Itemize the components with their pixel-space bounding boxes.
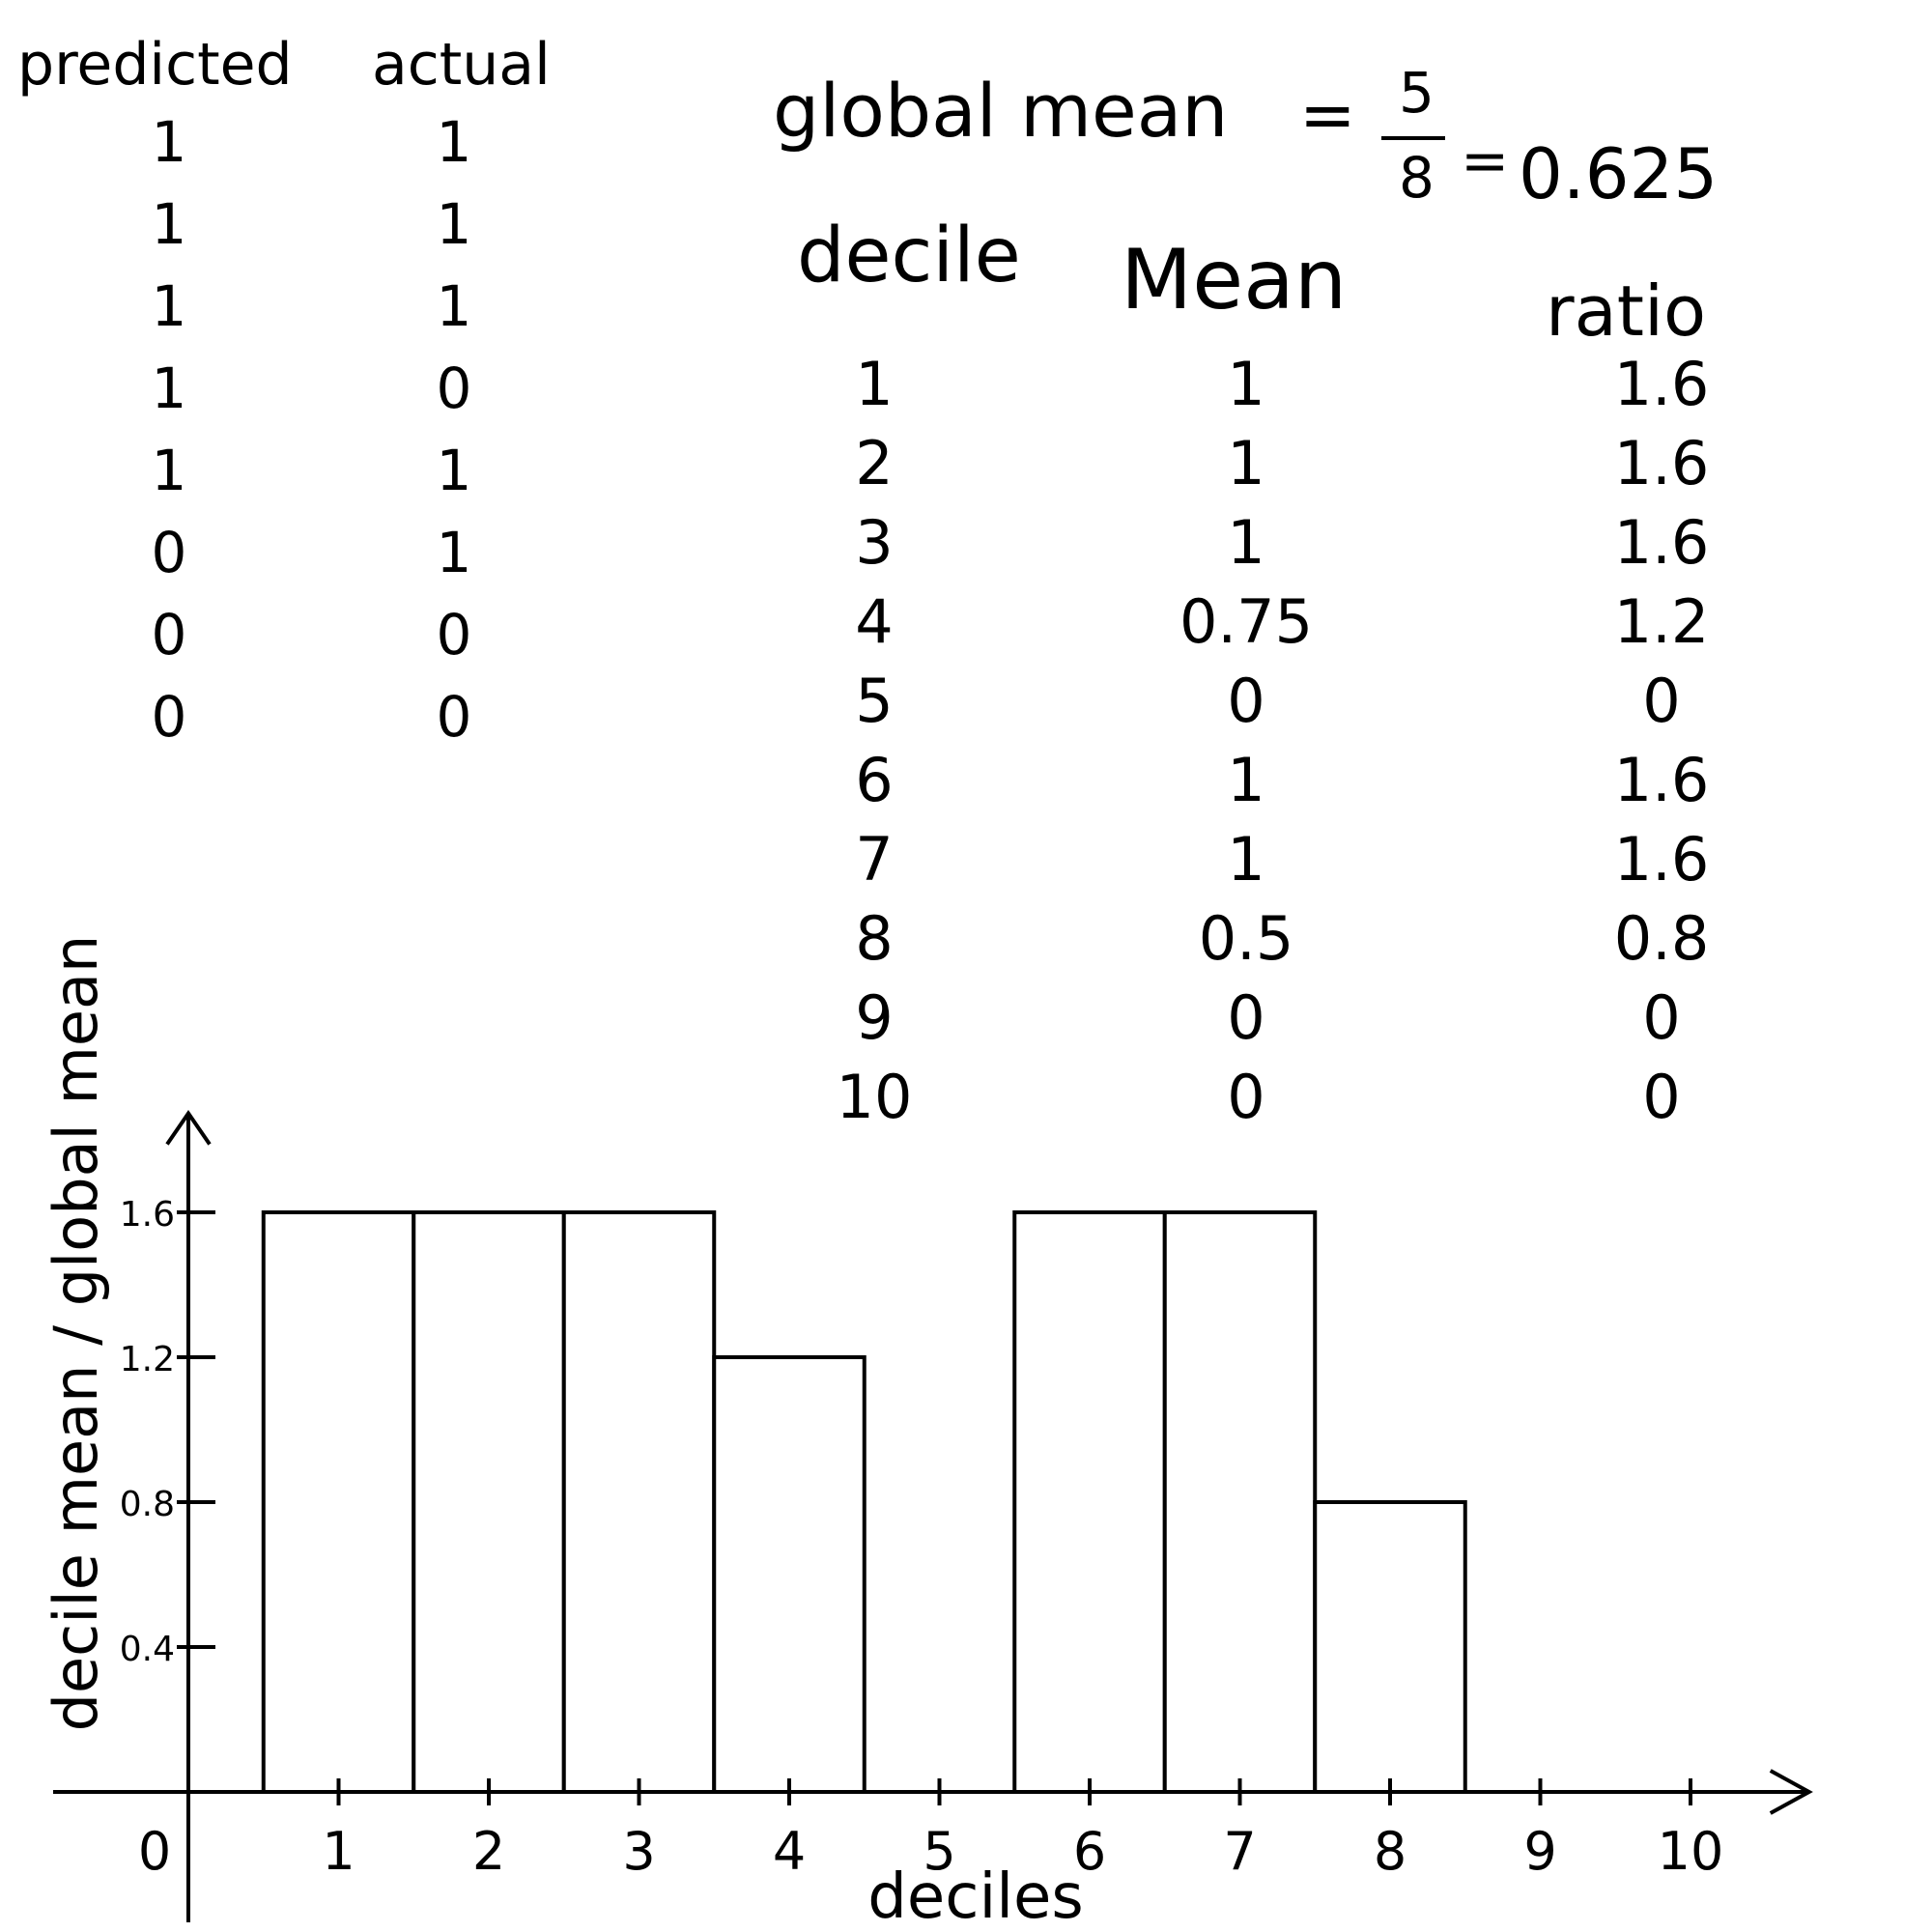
ratio-value: 1.6 bbox=[1613, 824, 1710, 895]
y-tick-label-0.8: 0.8 bbox=[120, 1485, 175, 1524]
decile-value: 3 bbox=[855, 507, 894, 578]
y-tick-label-0.4: 0.4 bbox=[120, 1630, 175, 1669]
bar-decile-6 bbox=[1012, 1210, 1167, 1794]
predicted-value: 1 bbox=[151, 273, 187, 339]
x-tick-label-3: 3 bbox=[622, 1821, 655, 1882]
predicted-value: 1 bbox=[151, 438, 187, 503]
mean-value: 1 bbox=[1227, 745, 1265, 815]
ticks-group: 0 1 2 3 4 5 6 7 8 9 10 0.4 0.8 1.2 1.6 bbox=[120, 1195, 1724, 1882]
header-decile: decile bbox=[797, 213, 1021, 299]
actual-value: 1 bbox=[436, 273, 472, 339]
decile-value: 10 bbox=[836, 1062, 913, 1132]
bars-group bbox=[261, 1210, 1467, 1794]
predicted-value: 0 bbox=[151, 602, 187, 668]
x-axis-arrowhead bbox=[1769, 1769, 1813, 1815]
mean-value: 0 bbox=[1227, 982, 1265, 1053]
mean-value: 1 bbox=[1227, 507, 1265, 578]
actual-value: 0 bbox=[436, 602, 472, 668]
bar-decile-1 bbox=[261, 1210, 416, 1794]
actual-value: 0 bbox=[436, 355, 472, 421]
x-tick-label-10: 10 bbox=[1658, 1821, 1724, 1882]
ratio-value: 0 bbox=[1642, 666, 1681, 736]
ratio-value: 1.6 bbox=[1613, 428, 1710, 498]
predicted-value: 1 bbox=[151, 191, 187, 257]
actual-value: 1 bbox=[436, 520, 472, 585]
decile-value: 7 bbox=[855, 824, 894, 895]
header-actual: actual bbox=[372, 31, 551, 99]
actual-value: 1 bbox=[436, 438, 472, 503]
ratio-value: 1.2 bbox=[1613, 586, 1710, 657]
x-tick-label-4: 4 bbox=[773, 1821, 806, 1882]
ratio-value: 1.6 bbox=[1613, 507, 1710, 578]
predicted-value: 0 bbox=[151, 520, 187, 585]
mean-value: 0.5 bbox=[1198, 903, 1294, 974]
y-tick-label-1.6: 1.6 bbox=[120, 1195, 175, 1235]
mean-value: 1 bbox=[1227, 824, 1265, 895]
ratio-column: 1.6 1.6 1.6 1.2 0 1.6 1.6 0.8 0 0 bbox=[1584, 345, 1739, 1137]
mean-value: 0 bbox=[1227, 1062, 1265, 1132]
actual-value: 1 bbox=[436, 109, 472, 175]
decile-value: 5 bbox=[855, 666, 894, 736]
bar-decile-8 bbox=[1313, 1500, 1467, 1794]
mean-value: 1 bbox=[1227, 428, 1265, 498]
bar-decile-7 bbox=[1162, 1210, 1318, 1794]
decile-value: 6 bbox=[855, 745, 894, 815]
ratio-value: 0.8 bbox=[1613, 903, 1710, 974]
predicted-column: 1 1 1 1 1 0 0 0 bbox=[140, 101, 198, 758]
ratio-value: 0 bbox=[1642, 982, 1681, 1053]
predicted-value: 1 bbox=[151, 109, 187, 175]
x-tick-label-9: 9 bbox=[1523, 1821, 1556, 1882]
header-mean: Mean bbox=[1121, 232, 1348, 328]
x-tick-label-6: 6 bbox=[1073, 1821, 1106, 1882]
fraction-denominator: 8 bbox=[1399, 145, 1435, 211]
actual-value: 1 bbox=[436, 191, 472, 257]
fraction-bar bbox=[1381, 136, 1445, 140]
x-tick-label-8: 8 bbox=[1374, 1821, 1406, 1882]
predicted-value: 1 bbox=[151, 355, 187, 421]
x-tick-label-5: 5 bbox=[923, 1821, 955, 1882]
decile-value: 8 bbox=[855, 903, 894, 974]
y-tick-label-1.2: 1.2 bbox=[120, 1340, 175, 1379]
x-tick-label-0: 0 bbox=[138, 1821, 171, 1882]
y-axis-label: decile mean / global mean bbox=[41, 935, 111, 1732]
x-tick-label-7: 7 bbox=[1223, 1821, 1256, 1882]
mean-column: 1 1 1 0.75 0 1 1 0.5 0 0 bbox=[1159, 345, 1333, 1137]
actual-value: 0 bbox=[436, 684, 472, 750]
global-mean-value: 0.625 bbox=[1519, 133, 1719, 214]
x-axis-label: deciles bbox=[867, 1861, 1083, 1932]
mean-value: 0.75 bbox=[1179, 586, 1314, 657]
decile-value: 2 bbox=[855, 428, 894, 498]
actual-column: 1 1 1 0 1 1 0 0 bbox=[425, 101, 483, 758]
y-axis-arrowhead bbox=[165, 1109, 212, 1146]
header-predicted: predicted bbox=[17, 31, 293, 99]
bar-decile-3 bbox=[561, 1210, 717, 1794]
bar-decile-2 bbox=[412, 1210, 566, 1794]
decile-value: 9 bbox=[855, 982, 894, 1053]
mean-value: 0 bbox=[1227, 666, 1265, 736]
predicted-value: 0 bbox=[151, 684, 187, 750]
bar-decile-4 bbox=[712, 1355, 867, 1794]
global-mean-label: global mean bbox=[773, 68, 1229, 154]
ratio-value: 0 bbox=[1642, 1062, 1681, 1132]
decile-value: 4 bbox=[855, 586, 894, 657]
axes-group bbox=[53, 1109, 1813, 1922]
fraction-numerator: 5 bbox=[1399, 60, 1435, 126]
x-tick-label-2: 2 bbox=[472, 1821, 505, 1882]
equals-sign: = bbox=[1299, 75, 1356, 155]
equals-sign-2: = bbox=[1461, 128, 1510, 195]
decile-value: 1 bbox=[855, 349, 894, 419]
mean-value: 1 bbox=[1227, 349, 1265, 419]
ratio-value: 1.6 bbox=[1613, 745, 1710, 815]
x-tick-label-1: 1 bbox=[322, 1821, 355, 1882]
header-ratio: ratio bbox=[1546, 270, 1707, 352]
decile-column: 1 2 3 4 5 6 7 8 9 10 bbox=[821, 345, 927, 1137]
ratio-value: 1.6 bbox=[1613, 349, 1710, 419]
